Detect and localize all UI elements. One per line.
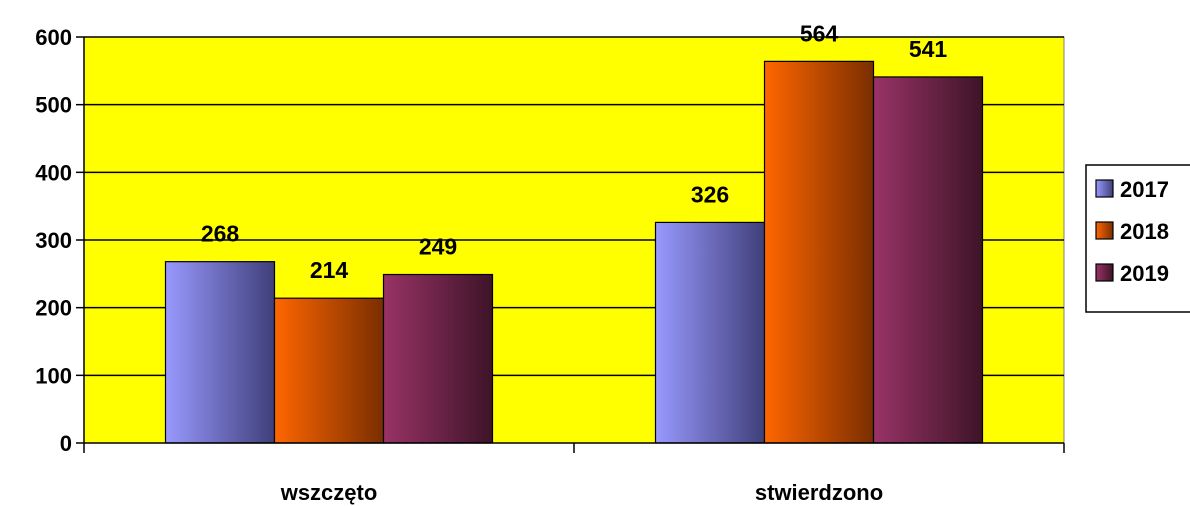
data-label: 249 xyxy=(419,234,457,260)
legend-label: 2018 xyxy=(1120,219,1169,244)
legend-label: 2017 xyxy=(1120,177,1169,202)
legend-swatch xyxy=(1095,263,1114,282)
legend: 2017 2018 2019 xyxy=(1085,164,1190,313)
y-tick-label: 600 xyxy=(35,25,72,50)
x-category-label: wszczęto xyxy=(280,480,378,505)
x-category-label: stwierdzono xyxy=(755,480,883,505)
y-tick-label: 200 xyxy=(35,296,72,321)
data-labels: 268 214 249 326 564 541 xyxy=(201,20,948,283)
legend-swatch xyxy=(1095,221,1114,240)
y-tick-label: 300 xyxy=(35,228,72,253)
bar-2019-1 xyxy=(872,76,984,444)
data-label: 541 xyxy=(909,36,948,62)
legend-swatch xyxy=(1095,179,1114,198)
bar-2018-1 xyxy=(763,60,875,444)
bars xyxy=(164,60,984,444)
data-label: 326 xyxy=(691,181,729,207)
y-tick-label: 100 xyxy=(35,363,72,388)
bar-2017-1 xyxy=(654,221,766,444)
data-label: 214 xyxy=(310,257,349,283)
bar-2018-0 xyxy=(273,297,385,444)
legend-label: 2019 xyxy=(1120,261,1169,286)
data-label: 268 xyxy=(201,221,240,247)
bar-2017-0 xyxy=(164,261,276,444)
data-label: 564 xyxy=(800,20,839,46)
y-tick-label: 0 xyxy=(60,431,72,456)
y-tick-label: 400 xyxy=(35,160,72,185)
y-tick-label: 500 xyxy=(35,93,72,118)
bar-2019-0 xyxy=(382,273,494,444)
axes: 0 100 200 300 400 500 600 wszczęto stwierdzono xyxy=(35,25,1065,505)
